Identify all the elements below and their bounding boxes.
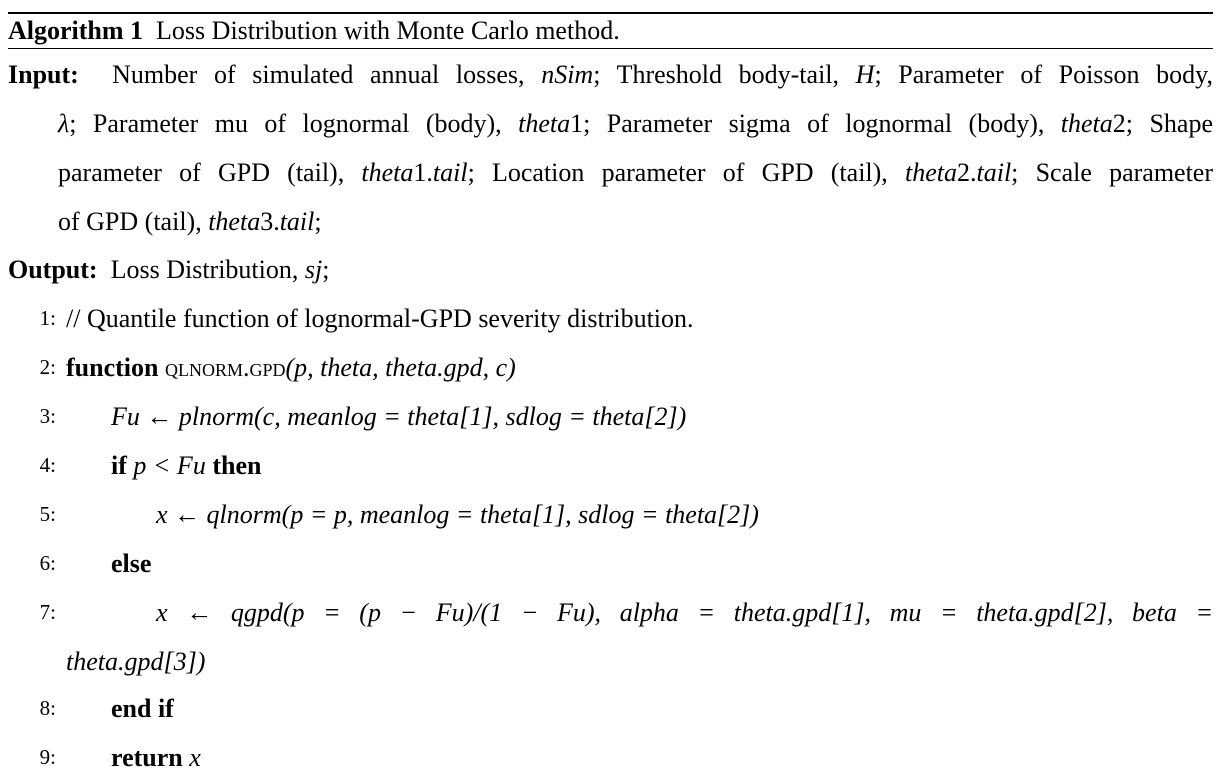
- input-var: nSim: [541, 60, 594, 89]
- input-text: 3.: [260, 207, 280, 236]
- step-7-continuation: theta.gpd[3]): [8, 637, 1213, 686]
- header-rule: [8, 48, 1213, 50]
- function-name: qlnorm.gpd: [164, 353, 286, 382]
- input-var: theta: [361, 158, 414, 187]
- input-var: H: [855, 60, 875, 89]
- assign-lhs: x: [156, 598, 168, 627]
- keyword-end-if: end if: [111, 694, 174, 723]
- input-text: 2; Shape: [1112, 109, 1214, 138]
- line-number: 4:: [39, 453, 56, 477]
- line-number: 2:: [39, 355, 56, 379]
- input-block: Input: Number of simulated annual losses…: [8, 50, 1213, 246]
- step-2: 2: function qlnorm.gpd(p, theta, theta.g…: [8, 343, 1213, 392]
- output-line: Output: Loss Distribution, sj;: [8, 245, 1213, 294]
- input-line-1: Input: Number of simulated annual losses…: [8, 50, 1213, 99]
- input-text: ; Parameter mu of lognormal (body),: [69, 109, 519, 138]
- input-var: tail: [976, 158, 1012, 187]
- input-text: 1.: [413, 158, 433, 187]
- input-text: ; Scale parameter: [1011, 158, 1214, 187]
- step-7: 7: x ← qgpd(p = (p − Fu)/(1 − Fu), alpha…: [8, 588, 1213, 637]
- assign-arrow: ←: [146, 402, 173, 431]
- assign-arrow: ←: [186, 598, 213, 627]
- assign-rhs-continuation: theta.gpd[3]): [66, 647, 206, 676]
- line-number: 5:: [39, 502, 56, 526]
- output-end: ;: [322, 255, 330, 284]
- input-text: ; Threshold body-tail,: [593, 60, 856, 89]
- input-text: ;: [314, 207, 322, 236]
- keyword-function: function: [66, 353, 159, 382]
- input-var: theta: [905, 158, 957, 187]
- step-6: 6: else: [8, 539, 1213, 588]
- output-label: Output:: [8, 255, 98, 284]
- step-9: 9: return x: [8, 733, 1213, 782]
- input-text: ; Location parameter of GPD (tail),: [467, 158, 905, 187]
- algorithm-caption: Loss Distribution with Monte Carlo metho…: [156, 16, 620, 45]
- input-text: 1; Parameter sigma of lognormal (body),: [570, 109, 1061, 138]
- input-var: tail: [432, 158, 468, 187]
- keyword-if: if: [111, 451, 127, 480]
- step-4: 4: if p < Fu then: [8, 441, 1213, 490]
- assign-lhs: x: [156, 500, 168, 529]
- return-value: x: [189, 743, 201, 772]
- input-var: theta: [518, 109, 571, 138]
- input-text: 2.: [957, 158, 977, 187]
- step-5: 5: x ← qlnorm(p = p, meanlog = theta[1],…: [8, 490, 1213, 539]
- top-rule: [8, 12, 1213, 14]
- line-number: 9:: [39, 745, 56, 769]
- step-3: 3: Fu ← plnorm(c, meanlog = theta[1], sd…: [8, 392, 1213, 441]
- line-number: 1:: [39, 306, 56, 330]
- input-var: tail: [279, 207, 315, 236]
- step-1: 1: // Quantile function of lognormal-GPD…: [8, 294, 1213, 343]
- input-var: theta: [1060, 109, 1113, 138]
- input-text: parameter of GPD (tail),: [58, 158, 362, 187]
- output-text: Loss Distribution,: [110, 255, 305, 284]
- keyword-then: then: [212, 451, 262, 480]
- assign-rhs: qgpd(p = (p − Fu)/(1 − Fu), alpha = thet…: [230, 598, 1214, 627]
- input-line-3: parameter of GPD (tail), theta1.tail; Lo…: [8, 148, 1213, 197]
- output-var: sj: [304, 255, 323, 284]
- assign-arrow: ←: [174, 500, 201, 529]
- assign-lhs: Fu: [111, 402, 140, 431]
- assign-rhs: plnorm(c, meanlog = theta[1], sdlog = th…: [178, 402, 687, 431]
- algorithm-label: Algorithm 1: [8, 16, 144, 45]
- input-label: Input:: [8, 60, 79, 89]
- keyword-else: else: [111, 549, 152, 578]
- input-var: theta: [208, 207, 261, 236]
- input-text: ; Parameter of Poisson body,: [874, 60, 1213, 89]
- comment: // Quantile function of lognormal-GPD se…: [66, 304, 694, 333]
- input-line-4: of GPD (tail), theta3.tail;: [8, 197, 1213, 246]
- line-number: 8:: [39, 696, 56, 720]
- input-var: λ: [58, 109, 70, 138]
- input-text: Number of simulated annual losses,: [112, 60, 542, 89]
- algorithm-header: Algorithm 1 Loss Distribution with Monte…: [8, 14, 620, 47]
- function-args: (p, theta, theta.gpd, c): [285, 353, 516, 382]
- assign-rhs: qlnorm(p = p, meanlog = theta[1], sdlog …: [206, 500, 759, 529]
- input-text: of GPD (tail),: [58, 207, 209, 236]
- input-line-2: λ; Parameter mu of lognormal (body), the…: [8, 99, 1213, 148]
- line-number: 7:: [39, 600, 56, 624]
- line-number: 3:: [39, 404, 56, 428]
- step-8: 8: end if: [8, 684, 1213, 733]
- if-condition: p < Fu: [133, 451, 206, 480]
- line-number: 6:: [39, 551, 56, 575]
- keyword-return: return: [111, 743, 183, 772]
